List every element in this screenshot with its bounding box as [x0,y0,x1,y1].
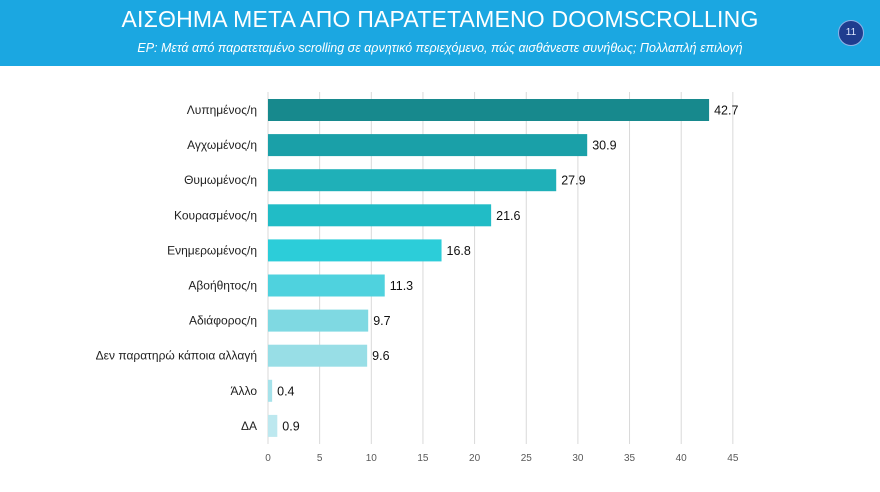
x-tick-label: 0 [265,453,271,464]
value-labels: 42.7 30.9 27.9 21.6 16.8 11.3 9.7 9.6 0.4 0.9 [277,104,738,434]
x-tick-label: 35 [624,453,636,464]
bar [268,344,368,367]
x-tick-label: 45 [727,453,739,464]
x-tick-label: 30 [572,453,584,464]
category-label: Δεν παρατηρώ κάποια αλλαγή [96,349,257,363]
value-label: 0.4 [277,384,294,398]
category-labels: Λυπημένος/η Αγχωμένος/η Θυμωμένος/η Κουρασμ… [96,103,258,433]
category-label: Κουρασμένος/η [174,208,257,222]
x-tick-label: 20 [469,453,481,464]
x-tick-label: 15 [417,453,429,464]
x-tick-label: 5 [317,453,323,464]
value-label: 9.7 [373,314,390,328]
bar [268,379,273,402]
bar [268,239,442,262]
category-label: Αδιάφορος/η [189,314,257,328]
category-label: Ενημερωμένος/η [167,243,257,257]
value-label: 27.9 [561,174,585,188]
category-label: Θυμωμένος/η [184,173,257,187]
bar [268,309,369,332]
bar [268,274,385,297]
bar [268,204,492,227]
value-label: 0.9 [282,419,299,433]
category-label: Λυπημένος/η [187,103,257,117]
category-label: Αγχωμένος/η [187,138,257,152]
value-label: 9.6 [372,349,389,363]
bar-chart: Λυπημένος/η Αγχωμένος/η Θυμωμένος/η Κουρασμ… [96,92,739,464]
bars [268,99,710,437]
value-label: 30.9 [592,139,616,153]
category-label: Αβοήθητος/η [188,279,257,293]
x-tick-label: 10 [366,453,378,464]
category-label: ΔΑ [241,419,257,433]
value-label: 21.6 [496,209,520,223]
page-title: ΑΙΣΘΗΜΑ ΜΕΤΑ ΑΠΟ ΠΑΡΑΤΕΤΑΜΕΝΟ DOOMSCROLL… [121,6,759,32]
category-label: Άλλο [230,384,257,398]
value-label: 11.3 [390,279,413,293]
page-number-badge: 11 [838,20,864,46]
bar [268,169,557,192]
bar [268,414,278,437]
x-tick-label: 40 [676,453,688,464]
bar [268,134,588,157]
value-label: 42.7 [714,104,738,118]
x-tick-label: 25 [521,453,533,464]
value-label: 16.8 [447,244,471,258]
title-banner: ΑΙΣΘΗΜΑ ΜΕΤΑ ΑΠΟ ΠΑΡΑΤΕΤΑΜΕΝΟ DOOMSCROLL… [0,0,880,66]
bar [268,99,710,121]
x-axis-ticks: 0 5 10 15 20 25 30 35 40 45 [265,453,739,464]
page-subtitle: ΕΡ: Μετά από παρατεταμένο scrolling σε α… [137,41,743,55]
